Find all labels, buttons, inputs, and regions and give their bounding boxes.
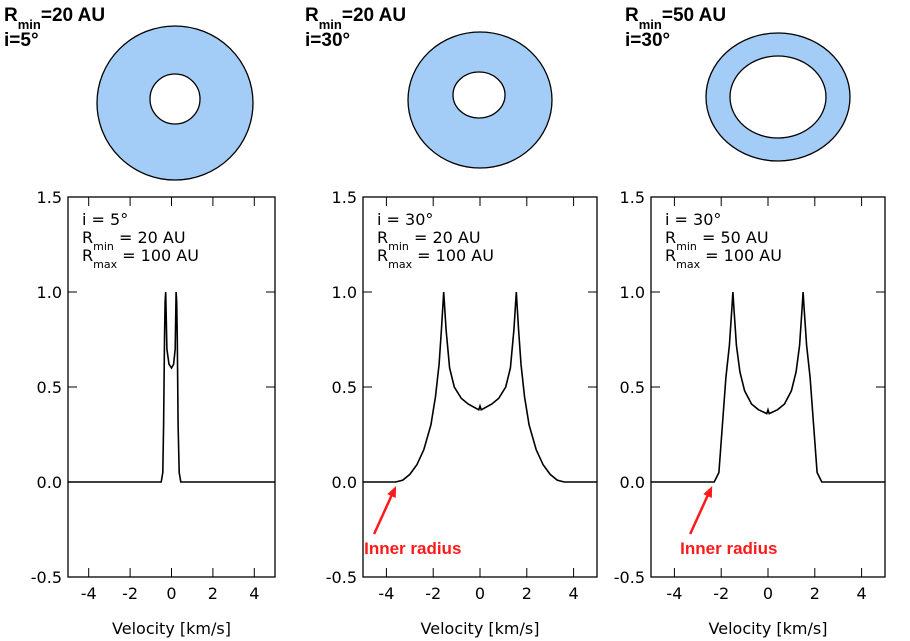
param-label-sub: max xyxy=(93,258,117,271)
x-tick-label: -2 xyxy=(425,584,441,603)
x-tick-label: -4 xyxy=(81,584,97,603)
y-tick-label: 1.0 xyxy=(332,283,357,302)
x-tick-label: -2 xyxy=(122,584,138,603)
panel-title-sub: min xyxy=(319,17,342,32)
panel-title-main: R xyxy=(4,5,18,26)
param-label-tail: = 100 AU xyxy=(117,246,199,265)
x-tick-label: 4 xyxy=(569,584,579,603)
x-tick-label: 2 xyxy=(208,584,218,603)
x-tick-label: 4 xyxy=(249,584,259,603)
param-label-main: i = 5° xyxy=(82,210,128,229)
y-tick-label: 0.5 xyxy=(332,378,357,397)
profile-line xyxy=(363,291,597,483)
x-tick-label: -4 xyxy=(666,584,682,603)
profile-line xyxy=(68,291,275,483)
y-tick-label: -0.5 xyxy=(614,568,645,587)
y-tick-label: 0.0 xyxy=(332,473,357,492)
param-label-tail: = 100 AU xyxy=(412,246,494,265)
param-label-main: R xyxy=(377,228,388,247)
x-tick-label: -2 xyxy=(713,584,729,603)
annotation-arrowhead xyxy=(387,486,397,498)
param-label: Rmin = 20 AU xyxy=(82,228,186,253)
y-tick-label: 1.5 xyxy=(37,188,62,207)
panel-subtitle: i=30° xyxy=(305,30,350,51)
y-tick-label: -0.5 xyxy=(31,568,62,587)
param-label-main: R xyxy=(82,246,93,265)
panel-title: Rmin=20 AU xyxy=(305,5,406,32)
y-tick-label: 0.5 xyxy=(620,378,645,397)
x-axis-label: Velocity [km/s] xyxy=(112,619,231,638)
y-tick-label: 1.5 xyxy=(620,188,645,207)
disk-hole xyxy=(729,55,827,139)
param-label: i = 5° xyxy=(82,210,128,229)
x-tick-label: 0 xyxy=(475,584,485,603)
panel-title-sub: min xyxy=(18,17,41,32)
param-label: i = 30° xyxy=(377,210,433,229)
param-label: Rmin = 20 AU xyxy=(377,228,481,253)
panel-subtitle: i=30° xyxy=(625,30,670,51)
y-tick-label: 1.5 xyxy=(332,188,357,207)
y-tick-label: 0.5 xyxy=(37,378,62,397)
param-label-tail: = 20 AU xyxy=(114,228,186,247)
panel-title-tail: =50 AU xyxy=(662,5,726,26)
x-axis-label: Velocity [km/s] xyxy=(421,619,540,638)
disk-hole xyxy=(452,71,506,119)
param-label-sub: min xyxy=(388,240,409,253)
param-label-tail: = 20 AU xyxy=(409,228,481,247)
param-label: Rmin = 50 AU xyxy=(665,228,769,253)
panel-title: Rmin=50 AU xyxy=(625,5,726,32)
param-label-tail: = 50 AU xyxy=(697,228,769,247)
x-tick-label: 0 xyxy=(166,584,176,603)
param-label: i = 30° xyxy=(665,210,721,229)
x-tick-label: 2 xyxy=(810,584,820,603)
panel-title-tail: =20 AU xyxy=(41,5,105,26)
annotation-text: Inner radius xyxy=(680,539,777,558)
x-tick-label: -4 xyxy=(378,584,394,603)
param-label: Rmax = 100 AU xyxy=(377,246,494,271)
param-label-main: R xyxy=(82,228,93,247)
x-tick-label: 4 xyxy=(857,584,867,603)
y-tick-label: 0.0 xyxy=(620,473,645,492)
annotation-arrowhead xyxy=(703,486,713,498)
param-label-tail: = 100 AU xyxy=(700,246,782,265)
profile-line xyxy=(651,291,885,483)
panel-title-sub: min xyxy=(639,17,662,32)
annotation-arrow xyxy=(372,489,396,535)
annotation-text: Inner radius xyxy=(364,539,461,558)
panel-title: Rmin=20 AU xyxy=(4,5,105,32)
y-tick-label: 1.0 xyxy=(620,283,645,302)
x-tick-label: 0 xyxy=(763,584,773,603)
panel-title-main: R xyxy=(625,5,639,26)
param-label-sub: min xyxy=(93,240,114,253)
y-tick-label: -0.5 xyxy=(326,568,357,587)
param-label-main: R xyxy=(377,246,388,265)
annotation-arrow xyxy=(689,489,712,535)
x-axis-label: Velocity [km/s] xyxy=(709,619,828,638)
y-tick-label: 0.0 xyxy=(37,473,62,492)
param-label-sub: min xyxy=(676,240,697,253)
disk-hole xyxy=(149,73,201,125)
y-tick-label: 1.0 xyxy=(37,283,62,302)
param-label-sub: max xyxy=(676,258,700,271)
param-label-sub: max xyxy=(388,258,412,271)
param-label-main: i = 30° xyxy=(665,210,721,229)
panel-title-tail: =20 AU xyxy=(342,5,406,26)
param-label-main: i = 30° xyxy=(377,210,433,229)
param-label-main: R xyxy=(665,246,676,265)
param-label-main: R xyxy=(665,228,676,247)
panel-title-main: R xyxy=(305,5,319,26)
param-label: Rmax = 100 AU xyxy=(82,246,199,271)
x-tick-label: 2 xyxy=(522,584,532,603)
panel-subtitle: i=5° xyxy=(4,30,39,51)
param-label: Rmax = 100 AU xyxy=(665,246,782,271)
